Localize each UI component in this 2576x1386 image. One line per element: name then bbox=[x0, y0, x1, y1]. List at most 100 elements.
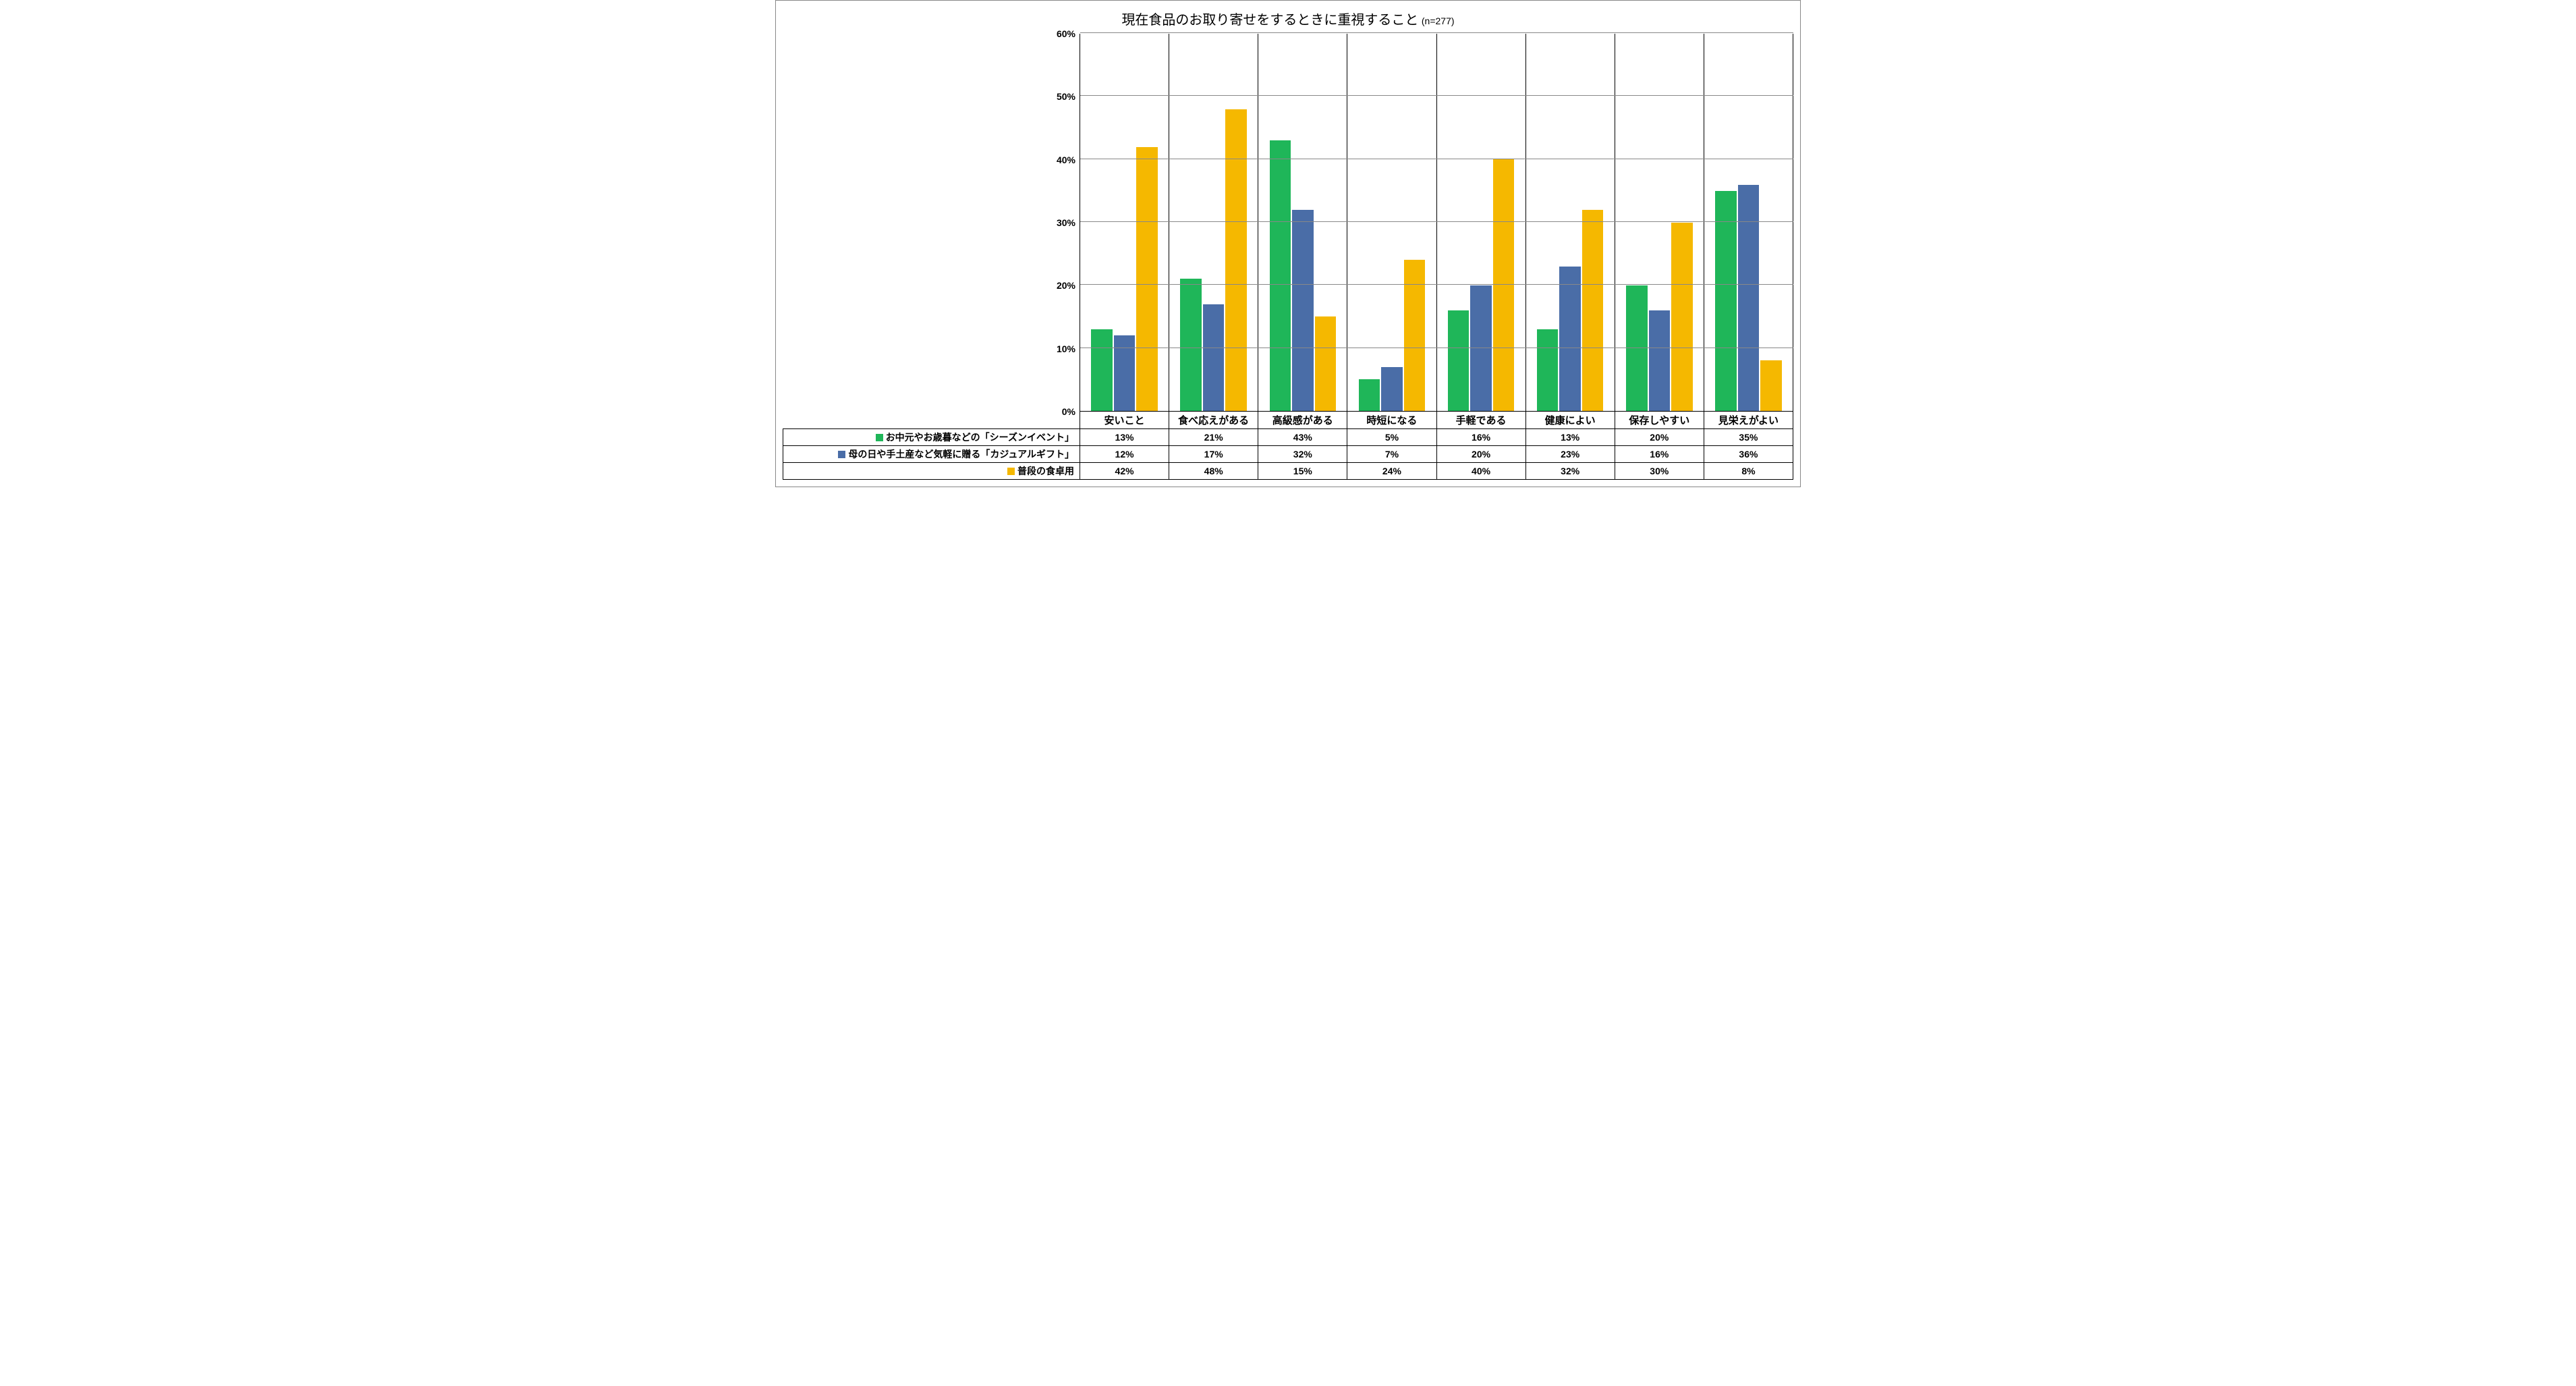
chart-body: 0%10%20%30%40%50%60% 安いこと食べ応えがある高級感がある時短… bbox=[783, 34, 1793, 480]
data-cell: 16% bbox=[1615, 446, 1704, 463]
y-tick-label: 50% bbox=[1057, 91, 1075, 102]
plot-row: 0%10%20%30%40%50%60% bbox=[783, 34, 1793, 412]
table-row: 母の日や手土産など気軽に贈る「カジュアルギフト」 12%17%32%7%20%23… bbox=[783, 446, 1793, 463]
bar-groups bbox=[1080, 34, 1793, 411]
y-tick-label: 40% bbox=[1057, 155, 1075, 165]
bar-group bbox=[1347, 34, 1436, 411]
data-cell: 30% bbox=[1615, 463, 1704, 480]
bar bbox=[1738, 185, 1759, 411]
bar bbox=[1359, 379, 1380, 411]
legend-cell: 普段の食卓用 bbox=[783, 463, 1080, 480]
y-tick-label: 20% bbox=[1057, 280, 1075, 291]
bars bbox=[1526, 34, 1615, 411]
chart-title-sub: (n=277) bbox=[1422, 16, 1455, 26]
legend-swatch bbox=[838, 451, 845, 458]
data-cell: 43% bbox=[1258, 429, 1347, 446]
table-row: 普段の食卓用 42%48%15%24%40%32%30%8% bbox=[783, 463, 1793, 480]
data-cell: 13% bbox=[1080, 429, 1169, 446]
bar-group bbox=[1258, 34, 1347, 411]
data-cell: 20% bbox=[1436, 446, 1525, 463]
bar-group bbox=[1169, 34, 1258, 411]
data-cell: 42% bbox=[1080, 463, 1169, 480]
bars bbox=[1169, 34, 1258, 411]
data-cell: 15% bbox=[1258, 463, 1347, 480]
bar-group bbox=[1080, 34, 1169, 411]
legend-swatch bbox=[1007, 468, 1015, 475]
bars bbox=[1080, 34, 1169, 411]
y-tick-label: 60% bbox=[1057, 28, 1075, 39]
data-cell: 23% bbox=[1525, 446, 1615, 463]
bar bbox=[1180, 279, 1201, 411]
bar bbox=[1404, 260, 1425, 411]
category-header: 安いこと bbox=[1080, 412, 1169, 429]
category-header: 食べ応えがある bbox=[1169, 412, 1258, 429]
bar bbox=[1315, 316, 1336, 411]
data-table: 安いこと食べ応えがある高級感がある時短になる手軽である健康によい保存しやすい見栄… bbox=[783, 412, 1793, 480]
bar bbox=[1760, 360, 1781, 411]
bar bbox=[1136, 147, 1157, 411]
bar bbox=[1448, 310, 1469, 411]
legend-text: お中元やお歳暮などの「シーズンイベント」 bbox=[886, 432, 1074, 443]
bar bbox=[1225, 109, 1246, 411]
gridline bbox=[1080, 95, 1793, 96]
legend-cell: 母の日や手土産など気軽に贈る「カジュアルギフト」 bbox=[783, 446, 1080, 463]
data-cell: 24% bbox=[1347, 463, 1436, 480]
bar bbox=[1537, 329, 1558, 411]
legend-swatch bbox=[876, 434, 883, 441]
bar bbox=[1671, 223, 1692, 412]
bars bbox=[1258, 34, 1347, 411]
legend-text: 普段の食卓用 bbox=[1017, 466, 1074, 476]
bar bbox=[1292, 210, 1313, 411]
data-cell: 36% bbox=[1704, 446, 1793, 463]
bar bbox=[1381, 367, 1402, 411]
chart-frame: 現在食品のお取り寄せをするときに重視すること (n=277) 0%10%20%3… bbox=[775, 0, 1801, 487]
data-cell: 8% bbox=[1704, 463, 1793, 480]
data-cell: 13% bbox=[1525, 429, 1615, 446]
legend-text: 母の日や手土産など気軽に贈る「カジュアルギフト」 bbox=[848, 449, 1074, 460]
bar bbox=[1582, 210, 1603, 411]
y-tick-label: 30% bbox=[1057, 217, 1075, 228]
bars bbox=[1437, 34, 1525, 411]
data-cell: 21% bbox=[1169, 429, 1258, 446]
bar-group bbox=[1437, 34, 1526, 411]
category-header-row: 安いこと食べ応えがある高級感がある時短になる手軽である健康によい保存しやすい見栄… bbox=[783, 412, 1793, 429]
category-header: 時短になる bbox=[1347, 412, 1436, 429]
bar bbox=[1626, 285, 1647, 411]
category-header: 見栄えがよい bbox=[1704, 412, 1793, 429]
data-cell: 16% bbox=[1436, 429, 1525, 446]
gridline bbox=[1080, 284, 1793, 285]
y-tick-label: 10% bbox=[1057, 343, 1075, 354]
bar bbox=[1559, 267, 1580, 411]
legend-cell: お中元やお歳暮などの「シーズンイベント」 bbox=[783, 429, 1080, 446]
data-cell: 5% bbox=[1347, 429, 1436, 446]
bar bbox=[1470, 285, 1491, 411]
bar-group bbox=[1704, 34, 1793, 411]
chart-title: 現在食品のお取り寄せをするときに重視すること (n=277) bbox=[783, 9, 1793, 28]
category-header: 保存しやすい bbox=[1615, 412, 1704, 429]
data-cell: 7% bbox=[1347, 446, 1436, 463]
category-header: 高級感がある bbox=[1258, 412, 1347, 429]
category-header: 健康によい bbox=[1525, 412, 1615, 429]
gridline bbox=[1080, 32, 1793, 33]
data-cell: 17% bbox=[1169, 446, 1258, 463]
y-axis: 0%10%20%30%40%50%60% bbox=[783, 34, 1080, 412]
bar bbox=[1270, 140, 1291, 411]
data-cell: 35% bbox=[1704, 429, 1793, 446]
category-header: 手軽である bbox=[1436, 412, 1525, 429]
data-cell: 40% bbox=[1436, 463, 1525, 480]
gridline bbox=[1080, 221, 1793, 222]
bar bbox=[1091, 329, 1112, 411]
data-cell: 32% bbox=[1525, 463, 1615, 480]
data-cell: 20% bbox=[1615, 429, 1704, 446]
bar bbox=[1715, 191, 1736, 411]
data-cell: 32% bbox=[1258, 446, 1347, 463]
bar bbox=[1649, 310, 1670, 411]
data-cell: 48% bbox=[1169, 463, 1258, 480]
data-cell: 12% bbox=[1080, 446, 1169, 463]
bar-group bbox=[1526, 34, 1615, 411]
bars bbox=[1615, 34, 1704, 411]
bar bbox=[1493, 159, 1514, 411]
bars bbox=[1347, 34, 1436, 411]
plot-area bbox=[1080, 34, 1793, 412]
bar bbox=[1203, 304, 1224, 411]
